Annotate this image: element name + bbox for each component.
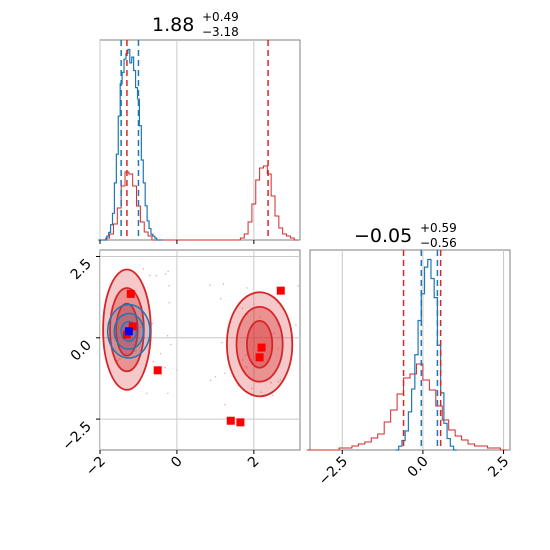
joint-faint-sample [209, 379, 212, 382]
right-x-tick-label: 0.0 [405, 454, 432, 481]
joint-faint-sample [295, 324, 297, 326]
joint-red-square-marker [226, 416, 235, 425]
joint-faint-sample [84, 400, 86, 402]
joint-faint-sample [151, 322, 154, 325]
right-red-histogram [306, 363, 507, 451]
joint-faint-sample [259, 316, 261, 319]
right-blue-histogram-line [395, 258, 457, 451]
right-red-histogram-line [306, 363, 507, 451]
top-blue-histogram [99, 48, 163, 241]
right-quantile-lines [402, 250, 442, 450]
top-title-value: 1.88 [152, 14, 194, 36]
joint-faint-sample [175, 368, 178, 371]
joint-faint-sample [88, 330, 90, 332]
joint-panel-grid [100, 250, 300, 450]
joint-red-square-marker [128, 322, 137, 331]
joint-faint-sample [241, 307, 244, 310]
joint-faint-sample [245, 354, 247, 356]
joint-y-tick-label: 2.5 [68, 256, 95, 283]
right-histogram-grid [341, 250, 505, 450]
joint-faint-sample [246, 287, 248, 289]
joint-faint-sample [279, 379, 282, 381]
joint-faint-sample [142, 268, 145, 270]
joint-faint-sample [260, 391, 262, 393]
joint-y-ticks: 2.5 0.0 −2.5 [59, 256, 100, 454]
joint-x-tick-label: 0 [168, 454, 186, 472]
right-histogram-frame [309, 249, 511, 451]
joint-faint-sample [170, 343, 172, 346]
joint-red-square-marker [126, 289, 135, 298]
joint-faint-sample [118, 358, 121, 360]
joint-red-square-marker [276, 286, 285, 295]
joint-red-square-marker [236, 418, 245, 427]
joint-red-square-marker [153, 366, 162, 375]
right-title-value: −0.05 [354, 225, 412, 247]
joint-x-tick-label: −2 [83, 454, 109, 480]
joint-faint-sample [134, 350, 137, 352]
joint-faint-sample [167, 270, 169, 273]
joint-faint-sample [277, 380, 280, 383]
joint-faint-sample [241, 359, 244, 361]
joint-y-tick-label: 0.0 [68, 337, 95, 364]
joint-y-tick-label: −2.5 [59, 419, 94, 454]
joint-faint-sample [164, 366, 166, 369]
joint-faint-sample [164, 272, 167, 275]
joint-faint-sample [224, 372, 226, 375]
joint-x-tick-label: 2 [245, 454, 263, 472]
joint-faint-sample [168, 284, 170, 287]
joint-faint-sample [139, 326, 142, 329]
top-histogram-panel: 1.88 +0.49 −3.18 [98, 10, 301, 244]
joint-faint-sample [270, 381, 273, 384]
top-quantile-lines [120, 40, 269, 240]
joint-faint-sample [159, 352, 162, 355]
joint-blue-square-marker [124, 327, 133, 336]
top-x-ticks [99, 240, 255, 244]
top-title-upper-error: +0.49 [202, 10, 239, 24]
joint-faint-sample [149, 274, 151, 277]
joint-faint-sample [168, 301, 171, 304]
right-x-tick-label: −2.5 [316, 454, 351, 489]
top-blue-histogram-line [99, 48, 163, 241]
right-histogram-panel: −2.5 0.0 2.5 −0.05 +0.59 −0.56 [306, 221, 512, 489]
joint-faint-sample [277, 348, 279, 350]
joint-faint-sample [222, 283, 225, 285]
joint-faint-sample [273, 332, 275, 335]
joint-faint-sample [209, 284, 211, 287]
joint-faint-sample [221, 341, 223, 344]
joint-red-square-marker [257, 343, 266, 352]
joint-faint-sample [167, 392, 169, 395]
top-histogram-title: 1.88 [152, 14, 194, 36]
joint-red-square-marker [255, 353, 264, 362]
joint-faint-sample [219, 297, 222, 300]
right-title-upper-error: +0.59 [420, 221, 457, 235]
joint-faint-sample [145, 392, 148, 395]
joint-faint-sample [297, 285, 299, 287]
joint-faint-sample [214, 375, 217, 378]
joint-faint-sample [116, 359, 119, 362]
joint-faint-sample [272, 394, 274, 397]
joint-markers [122, 286, 285, 427]
joint-faint-sample [303, 335, 305, 337]
joint-contour-panel: −2 0 2 2.5 0.0 −2.5 [59, 249, 305, 479]
right-title-lower-error: −0.56 [420, 236, 457, 250]
joint-faint-sample [224, 403, 226, 406]
joint-faint-sample [155, 274, 158, 277]
top-histogram-frame [99, 39, 301, 241]
joint-x-ticks: −2 0 2 [83, 450, 263, 479]
right-histogram-title: −0.05 [354, 225, 412, 247]
joint-faint-sample [250, 387, 253, 390]
joint-faint-sample [166, 334, 169, 337]
right-blue-histogram [395, 258, 457, 451]
joint-faint-sample [246, 367, 248, 369]
joint-faint-sample [245, 365, 247, 368]
top-histogram-grid [99, 40, 255, 240]
right-x-tick-label: 2.5 [485, 454, 512, 481]
right-x-ticks: −2.5 0.0 2.5 [316, 450, 512, 489]
joint-faint-sample [152, 361, 154, 363]
top-title-lower-error: −3.18 [202, 25, 239, 39]
